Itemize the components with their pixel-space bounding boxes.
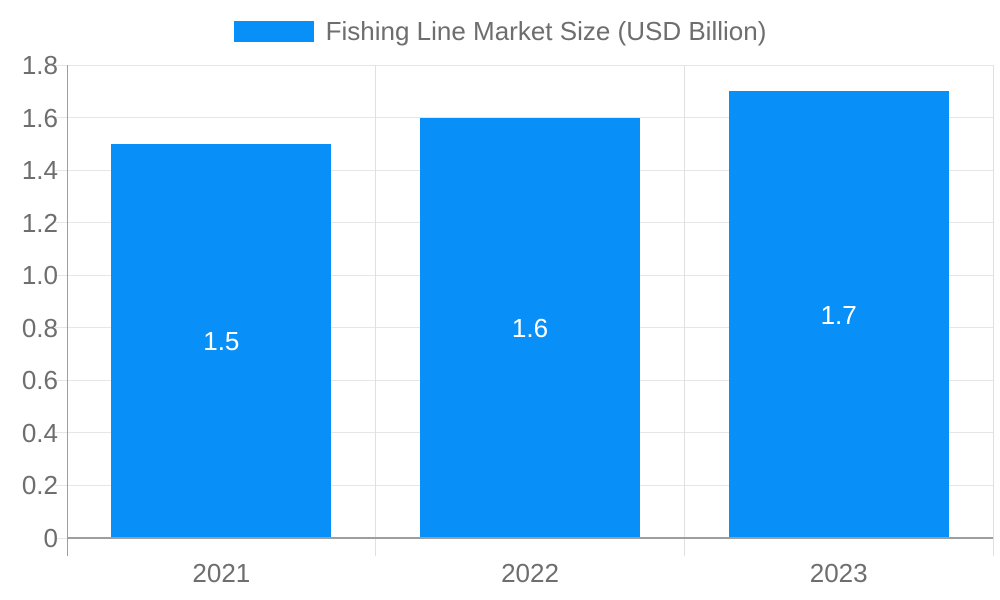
- y-axis-label: 1.8: [21, 50, 58, 80]
- y-tick: [55, 537, 67, 539]
- legend-swatch: [233, 20, 314, 42]
- y-axis-label: 1.4: [21, 155, 58, 186]
- x-axis-label: 2022: [501, 558, 559, 588]
- y-axis-label: 1.6: [21, 102, 58, 133]
- y-axis-label: 0.8: [21, 312, 58, 343]
- legend[interactable]: Fishing Line Market Size (USD Billion): [0, 16, 1000, 46]
- legend-label: Fishing Line Market Size (USD Billion): [325, 16, 767, 46]
- y-tick: [55, 64, 67, 66]
- bar-2023[interactable]: [728, 91, 949, 538]
- x-axis-label: 2021: [192, 558, 251, 588]
- y-axis-label: 0.6: [21, 365, 58, 396]
- bar-value-label: 1.6: [511, 312, 549, 343]
- y-tick: [55, 327, 67, 329]
- bar-value-label: 1.5: [203, 325, 240, 356]
- bar-value-label: 1.7: [820, 299, 857, 330]
- y-axis-label: 0.4: [21, 417, 58, 448]
- y-tick: [55, 379, 67, 381]
- y-tick: [55, 222, 67, 224]
- y-axis-label: 0.2: [21, 470, 58, 501]
- y-tick: [55, 432, 67, 434]
- y-axis-label: 1.2: [21, 207, 58, 238]
- y-tick: [55, 484, 67, 486]
- y-gridline: [67, 64, 993, 66]
- x-axis-label: 2023: [809, 558, 868, 588]
- y-axis-label: 0: [43, 523, 58, 553]
- bar-2021[interactable]: [111, 143, 332, 538]
- x-gridline: [683, 65, 685, 556]
- x-axis-line: [67, 537, 993, 539]
- x-gridline: [375, 65, 377, 556]
- y-tick: [55, 117, 67, 119]
- y-tick: [55, 274, 67, 276]
- bar-2022[interactable]: [420, 117, 640, 538]
- x-gridline: [992, 65, 994, 556]
- y-axis-label: 1.0: [21, 260, 58, 291]
- y-tick: [55, 169, 67, 171]
- y-axis-line: [67, 65, 68, 556]
